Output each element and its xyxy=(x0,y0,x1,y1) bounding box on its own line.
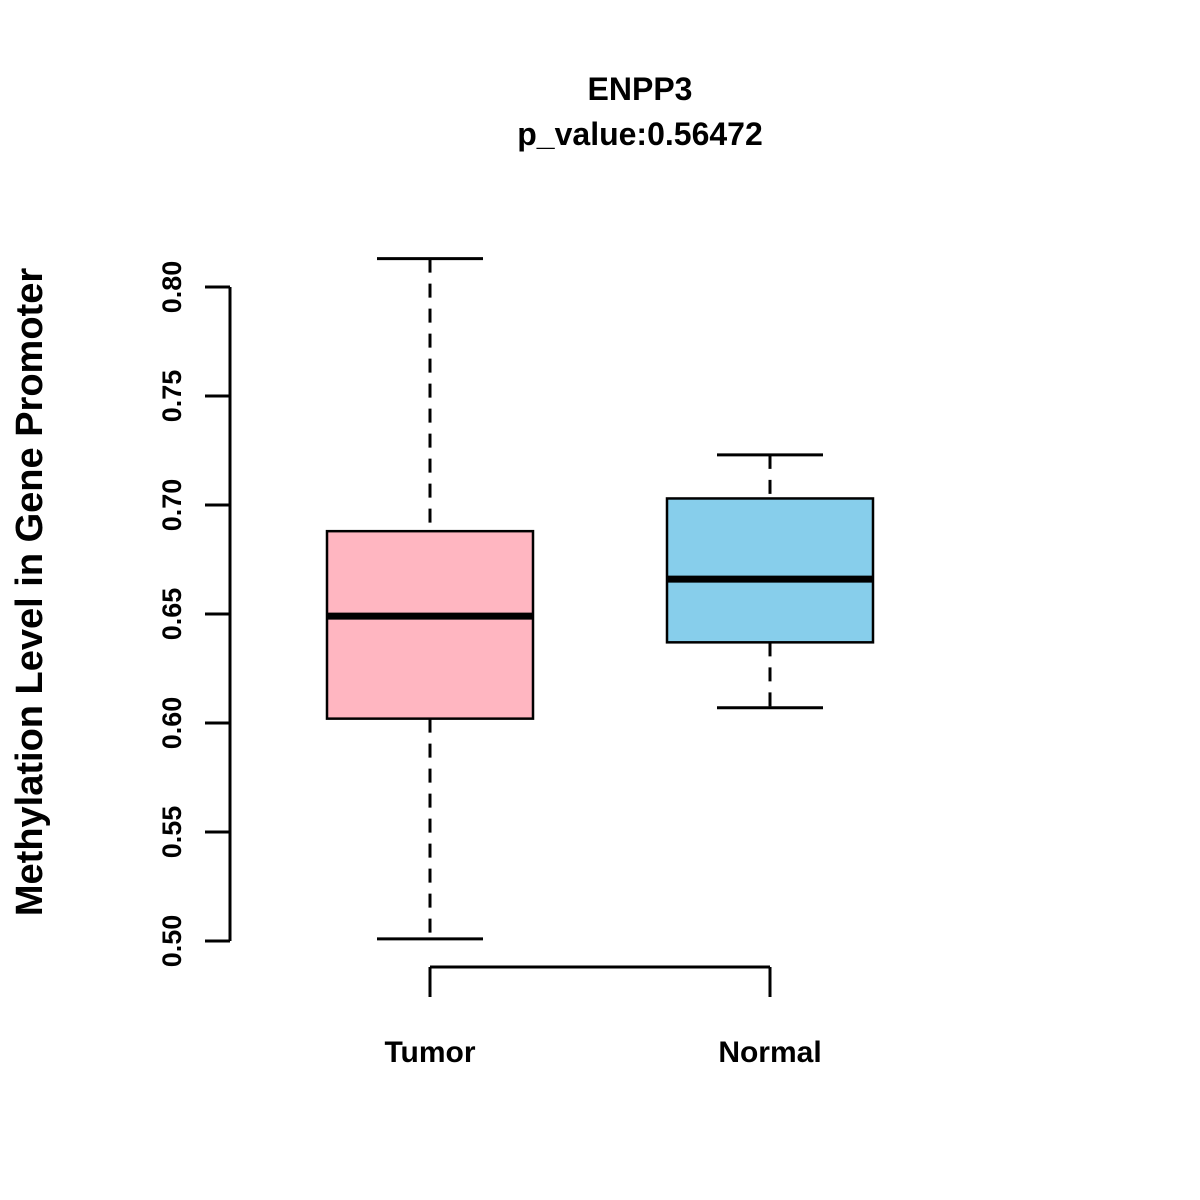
y-tick-label: 0.75 xyxy=(157,370,187,423)
y-tick-label: 0.60 xyxy=(157,697,187,750)
plot-area: 0.50 0.55 0.60 0.65 0.70 0.75 0.80 Tumor Normal xyxy=(157,257,875,1069)
box-tumor xyxy=(325,529,535,720)
chart-title: ENPP3 xyxy=(588,71,693,107)
x-tick-label-tumor: Tumor xyxy=(384,1036,475,1069)
y-tick-label: 0.80 xyxy=(157,261,187,314)
y-axis-label: Methylation Level in Gene Promoter xyxy=(9,268,51,916)
chart-subtitle-pvalue: p_value:0.56472 xyxy=(517,116,763,152)
y-tick-label: 0.50 xyxy=(157,915,187,968)
box-normal xyxy=(665,497,875,644)
y-tick-label: 0.55 xyxy=(157,806,187,859)
y-tick-label: 0.65 xyxy=(157,588,187,641)
x-tick-label-normal: Normal xyxy=(718,1036,821,1069)
y-tick-label: 0.70 xyxy=(157,479,187,532)
